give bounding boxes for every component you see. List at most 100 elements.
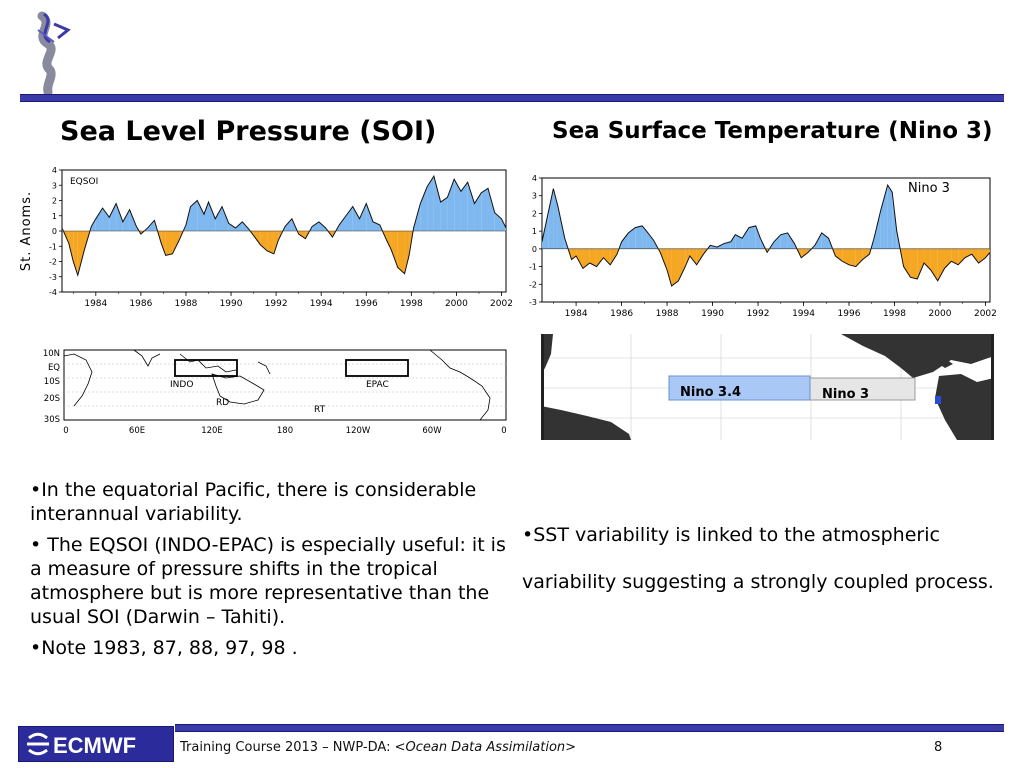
- anomaly-fill-segment: [433, 176, 441, 231]
- anomaly-fill-segment: [285, 218, 292, 231]
- x-tick-label: 2000: [929, 309, 952, 319]
- anomaly-fill-segment: [447, 179, 455, 231]
- anomaly-fill-segment: [874, 209, 881, 249]
- anomaly-fill-segment: [678, 248, 686, 281]
- nino3-chart: 4 3 2 1 0 -1 -2 -3 1984 1986 1988 1990 1992 1994 1996 1…: [524, 170, 1002, 320]
- anomaly-fill-segment: [77, 231, 85, 276]
- x-tick-label: 1996: [355, 299, 378, 309]
- lon-label: 0: [63, 426, 68, 436]
- anomaly-fill-segment: [172, 231, 180, 254]
- lat-label: 20S: [44, 394, 60, 404]
- nino3-region-label: Nino 3: [822, 387, 869, 402]
- anomaly-fill-segment: [755, 225, 761, 249]
- anomaly-fill-segment: [971, 248, 979, 264]
- bullet-item: •Note 1983, 87, 88, 97, 98 .: [30, 637, 298, 659]
- x-tick-label: 1998: [883, 309, 906, 319]
- x-tick-label: 1992: [747, 309, 770, 319]
- x-tick-label: 1996: [838, 309, 861, 319]
- x-tick-label: 1994: [792, 309, 815, 319]
- anomaly-line: [61, 174, 507, 277]
- anomaly-fill-segment: [849, 248, 856, 267]
- y-tick-label: -3: [529, 298, 537, 307]
- anomaly-fill-segment: [646, 231, 654, 249]
- x-tick-label: 2002: [490, 299, 513, 309]
- anomaly-fill-segment: [427, 176, 434, 231]
- anomaly-fill-segment: [487, 188, 495, 231]
- anomaly-fill-segment: [910, 248, 918, 279]
- anomaly-fill-segment: [621, 232, 629, 249]
- anomaly-fill-segment: [474, 192, 482, 231]
- anomaly-fill-segment: [208, 202, 216, 231]
- anomaly-fill-segment: [102, 208, 110, 231]
- anomaly-fill-segment: [339, 215, 346, 231]
- x-tick-label: 1988: [656, 309, 679, 319]
- lon-label: 60E: [129, 426, 145, 436]
- anomaly-fill-segment: [628, 227, 636, 249]
- y-axis-label: St. Anoms.: [19, 191, 34, 271]
- anomaly-fill-segment: [930, 248, 938, 281]
- lon-label: 60W: [422, 426, 442, 436]
- y-tick-label: -2: [529, 280, 537, 289]
- y-tick-label: 3: [52, 181, 57, 190]
- nino34-label: Nino 3.4: [680, 385, 741, 400]
- anomaly-fill-segment: [109, 203, 117, 231]
- bullet-item: •In the equatorial Pacific, there is con…: [30, 479, 477, 525]
- anomaly-fill-segment: [635, 225, 643, 249]
- y-tick-label: 0: [532, 245, 537, 254]
- x-tick-label: 1990: [701, 309, 724, 319]
- x-tick-label: 1998: [400, 299, 423, 309]
- anomaly-fill-segment: [730, 234, 736, 249]
- anomaly-fill-segment: [944, 248, 952, 269]
- eqsoi-chart: 4 3 2 1 0 -1 -2 -3 -4 1984 1986 1988 1990 1992 1994 199…: [18, 162, 514, 312]
- anomaly-fill-segment: [298, 231, 306, 239]
- y-tick-label: 2: [532, 209, 537, 218]
- anomaly-fill-segment: [780, 232, 788, 249]
- anomaly-fill-segment: [122, 209, 130, 231]
- rd-label: RD: [216, 398, 229, 408]
- anomaly-fill-segment: [548, 188, 554, 249]
- x-tick-label: 1992: [265, 299, 288, 309]
- anomaly-fill-segment: [978, 248, 986, 264]
- indo-label: INDO: [170, 380, 193, 390]
- anomaly-fill-segment: [190, 200, 198, 231]
- y-tick-label: -4: [49, 288, 57, 297]
- anomaly-fill-segment: [386, 231, 392, 250]
- x-tick-label: 2002: [974, 309, 997, 319]
- x-tick-label: 1984: [84, 299, 107, 309]
- anomaly-fill-segment: [91, 218, 96, 231]
- anomaly-fill-segment: [571, 248, 577, 260]
- logo-text: ECMWF: [53, 733, 136, 758]
- x-tick-label: 2000: [445, 299, 468, 309]
- anomaly-fill-segment: [917, 248, 925, 279]
- anomaly-fill-segment: [582, 248, 590, 269]
- anomaly-fill-segment: [273, 231, 279, 254]
- ecmwf-swirl-logo: [37, 11, 71, 94]
- anomaly-fill-segment: [589, 248, 597, 267]
- anomaly-fill-segment: [318, 221, 326, 231]
- anomaly-fill-segment: [467, 182, 475, 231]
- y-tick-label: 0: [52, 227, 57, 236]
- anomaly-fill-segment: [842, 248, 850, 265]
- anomaly-fill-segment: [136, 226, 140, 231]
- indo-epac-map: INDO EPAC RD RT 10N EQ 10S 20S 30S 0 60E…: [43, 349, 507, 436]
- anomaly-fill-segment: [603, 248, 611, 265]
- right-bullets: •SST variability is linked to the atmosp…: [522, 512, 1002, 606]
- left-bullets: •In the equatorial Pacific, there is con…: [30, 478, 508, 667]
- anomaly-fill-segment: [870, 238, 875, 249]
- y-tick-label: -3: [49, 273, 57, 282]
- x-tick-label: 1990: [220, 299, 243, 309]
- anomaly-fill-segment: [596, 248, 604, 267]
- anomaly-fill-segment: [404, 231, 410, 274]
- anomaly-fill-segment: [658, 248, 661, 253]
- bullet-item: •SST variability is linked to the atmosp…: [522, 524, 994, 593]
- anomaly-fill-segment: [642, 225, 647, 249]
- y-tick-label: -2: [49, 258, 57, 267]
- anomaly-fill-segment: [801, 248, 809, 258]
- footer-course-text: Training Course 2013 – NWP-DA: <Ocean Da…: [180, 740, 577, 755]
- x-tick-label: 1986: [610, 309, 633, 319]
- anomaly-fill-segment: [964, 248, 972, 258]
- anomaly-fill-segment: [228, 223, 236, 231]
- anomaly-fill-segment: [366, 203, 374, 231]
- anomaly-fill-segment: [735, 234, 743, 249]
- anomaly-fill-segment: [454, 179, 461, 231]
